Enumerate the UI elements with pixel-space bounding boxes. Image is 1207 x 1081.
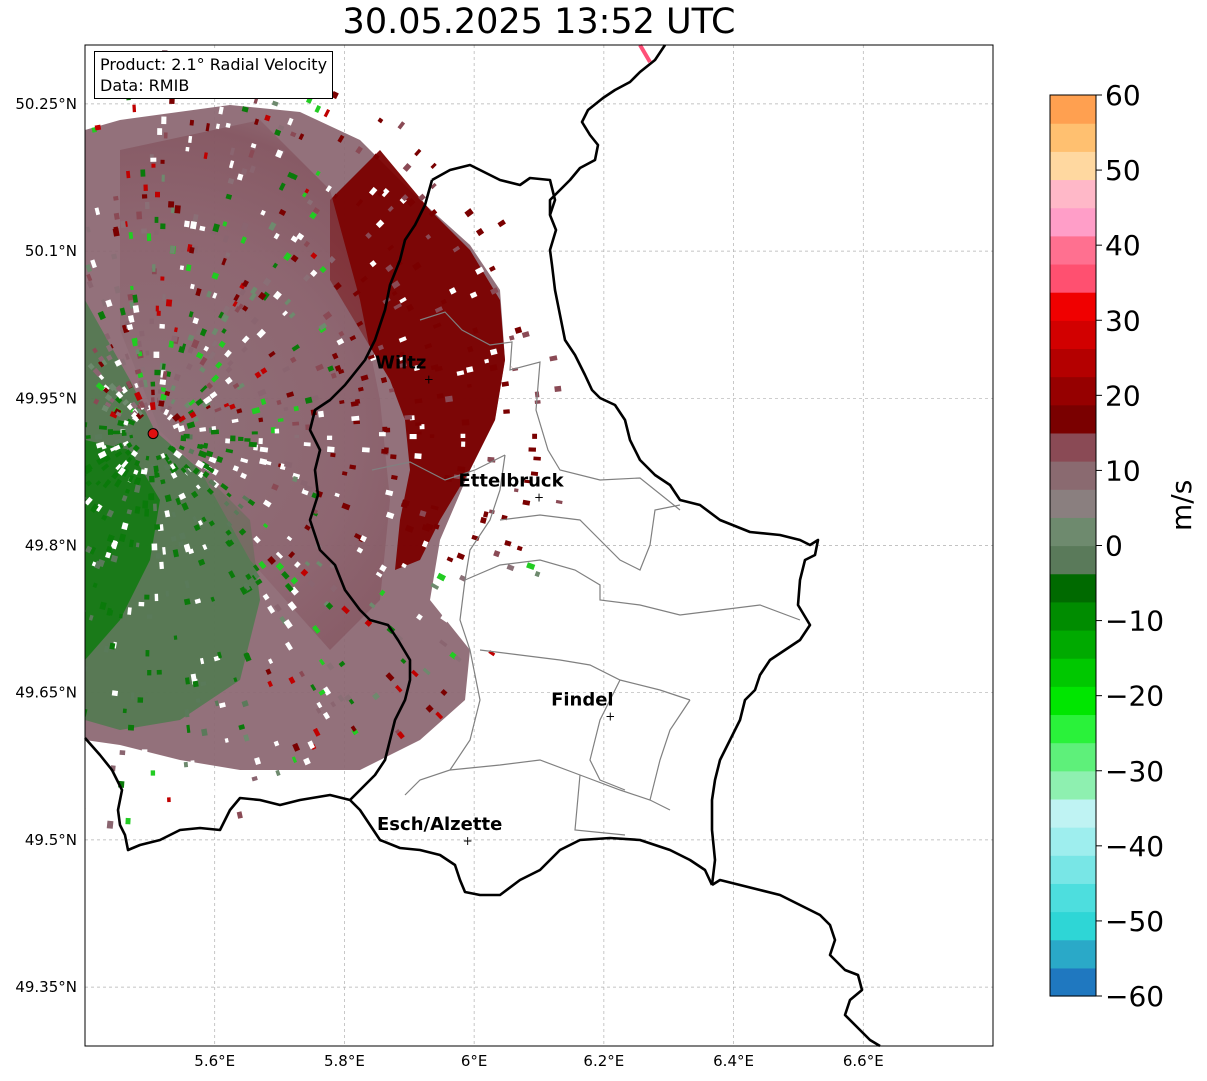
colorbar-segment: [1050, 798, 1096, 828]
lon-tick-label: 5.6°E: [194, 1052, 235, 1070]
colorbar-segment: [1050, 179, 1096, 209]
lon-tick-label: 6.2°E: [583, 1052, 624, 1070]
colorbar-tick-label: 30: [1105, 304, 1141, 337]
product-label: Product: 2.1° Radial Velocity: [100, 55, 328, 74]
colorbar-segment: [1050, 939, 1096, 969]
lon-tick-label: 6°E: [461, 1052, 488, 1070]
colorbar-tick-label: −20: [1105, 680, 1164, 713]
colorbar-segment: [1050, 404, 1096, 434]
colorbar-segment: [1050, 292, 1096, 321]
city-label: Esch/Alzette: [377, 814, 502, 835]
city-label: Findel: [551, 689, 614, 710]
colorbar-tick-label: −50: [1105, 905, 1164, 938]
map-frame: [84, 44, 994, 1047]
echo-mid-shade: [120, 120, 390, 650]
colorbar-segment: [1050, 686, 1096, 716]
lat-tick-label: 49.65°N: [15, 684, 77, 702]
product-info-box: Product: 2.1° Radial Velocity Data: RMIB: [94, 51, 334, 99]
city-label: Ettelbruck: [458, 470, 564, 491]
country-border: [84, 43, 881, 1048]
colorbar-segment: [1050, 742, 1096, 772]
colorbar-tick-label: 60: [1105, 79, 1141, 112]
colorbar-segment: [1050, 207, 1096, 237]
city-labels: +Wiltz+Ettelbruck+Findel+Esch/Alzette: [375, 353, 615, 848]
colorbar-segment: [1050, 855, 1096, 884]
colorbar-segment: [1050, 658, 1096, 687]
colorbar-segment: [1050, 123, 1096, 152]
colorbar-tick-label: 50: [1105, 154, 1141, 187]
lat-tick-label: 49.35°N: [15, 978, 77, 996]
colorbar-segment: [1050, 967, 1096, 997]
lat-tick-label: 50.25°N: [15, 95, 77, 113]
city-marker: +: [534, 490, 544, 504]
city-marker: +: [605, 709, 615, 723]
colorbar-segment: [1050, 95, 1096, 124]
colorbar-segment: [1050, 151, 1096, 181]
city-marker: +: [424, 373, 434, 387]
colorbar-unit-label: m/s: [1165, 479, 1198, 531]
lat-tick-label: 49.95°N: [15, 389, 77, 407]
colorbar-tick-label: 20: [1105, 379, 1141, 412]
canton-boundaries: [371, 311, 801, 836]
colorbar-segment: [1050, 376, 1096, 406]
colorbar: 60 50 40 30 20 10 0 −10 −20 −30 −40 −50 −60: [1049, 79, 1164, 1013]
data-source-label: Data: RMIB: [100, 76, 190, 95]
radar-echo-layer: [85, 50, 563, 829]
echo-speckles: [85, 50, 563, 829]
city-label: Wiltz: [375, 353, 426, 374]
colorbar-tick-label: 10: [1105, 454, 1141, 487]
colorbar-tick-label: 40: [1105, 229, 1141, 262]
colorbar-segment: [1050, 432, 1096, 462]
colorbar-segment: [1050, 827, 1096, 856]
latitude-tick-labels: 50.25°N 50.1°N 49.95°N 49.8°N 49.65°N 49.5°N 4…: [15, 95, 77, 996]
radar-site-marker: [147, 428, 159, 440]
lat-tick-label: 49.8°N: [25, 537, 77, 555]
lon-tick-label: 5.8°E: [324, 1052, 365, 1070]
colorbar-tick-label: 0: [1105, 530, 1123, 563]
longitude-tick-labels: 5.6°E 5.8°E 6°E 6.2°E 6.4°E 6.6°E: [194, 1052, 883, 1070]
colorbar-segment: [1050, 770, 1096, 800]
map-title: 30.05.2025 13:52 UTC: [342, 2, 736, 42]
colorbar-segment: [1050, 714, 1096, 744]
colorbar-segment: [1050, 517, 1096, 547]
colorbar-segment: [1050, 601, 1096, 631]
colorbar-segment: [1050, 573, 1096, 603]
colorbar-segment: [1050, 545, 1096, 575]
city-marker: +: [463, 834, 473, 848]
colorbar-tick-label: −60: [1105, 980, 1164, 1013]
lon-tick-label: 6.6°E: [843, 1052, 884, 1070]
echo-strong-outbound: [330, 150, 505, 570]
colorbar-tick-label: −30: [1105, 755, 1164, 788]
lat-tick-label: 49.5°N: [25, 831, 77, 849]
colorbar-tick-label: −10: [1105, 605, 1164, 638]
colorbar-segment: [1050, 263, 1096, 293]
colorbar-segment: [1050, 883, 1096, 913]
colorbar-segment: [1050, 235, 1096, 265]
colorbar-segment: [1050, 461, 1096, 490]
lat-tick-label: 50.1°N: [25, 242, 77, 260]
colorbar-segment: [1050, 320, 1096, 350]
lon-tick-label: 6.4°E: [713, 1052, 754, 1070]
colorbar-tick-label: −40: [1105, 830, 1164, 863]
colorbar-segment: [1050, 911, 1096, 941]
colorbar-segment: [1050, 348, 1096, 378]
colorbar-segment: [1050, 629, 1096, 659]
colorbar-segment: [1050, 489, 1096, 518]
